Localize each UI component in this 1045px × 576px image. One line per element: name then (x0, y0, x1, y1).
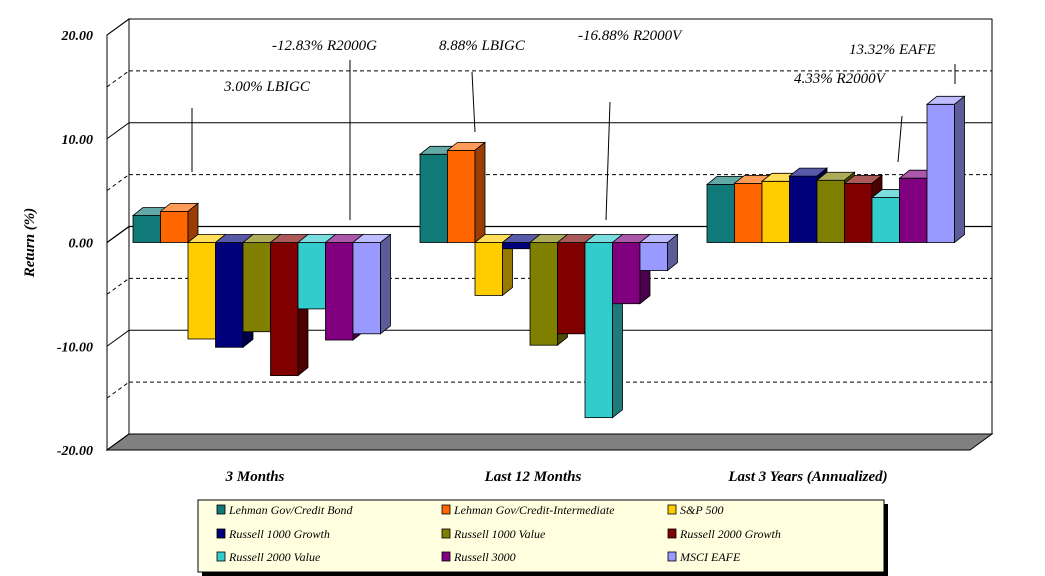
y-tick-label: -20.00 (57, 444, 93, 459)
annotation-label: -16.88% R2000V (578, 28, 683, 44)
gridline-side (106, 277, 130, 295)
legend-label: Russell 3000 (453, 550, 516, 564)
y-tick-label: 0.00 (69, 237, 94, 252)
annotation-leader-line (897, 115, 903, 163)
legend-swatch (667, 551, 677, 562)
annotation-label: 3.00% LBIGC (223, 79, 311, 95)
legend-label: Russell 2000 Growth (679, 527, 781, 541)
legend-swatch (216, 551, 226, 562)
bar (925, 95, 966, 244)
x-category-label: 3 Months (225, 469, 285, 485)
legend-swatch (441, 551, 451, 562)
legend-label: Russell 1000 Value (453, 527, 546, 541)
legend-label: Lehman Gov/Credit Bond (228, 503, 354, 517)
legend-swatch (441, 528, 451, 539)
x-category-label: Last 3 Years (Annualized) (727, 469, 887, 485)
gridline-side (106, 381, 130, 399)
legend: Lehman Gov/Credit Bond Lehman Gov/Credit-… (197, 499, 888, 576)
legend-label: MSCI EAFE (679, 550, 741, 564)
legend-item: Russell 1000 Growth (216, 527, 330, 541)
legend-label: Russell 1000 Growth (228, 527, 330, 541)
gridline-side (106, 122, 130, 140)
legend-item: Russell 1000 Value (441, 527, 546, 541)
legend-item: MSCI EAFE (667, 550, 741, 564)
bar (159, 202, 200, 244)
annotation-leaders (191, 60, 956, 221)
floor (105, 433, 994, 451)
gridline-side (106, 174, 130, 192)
annotation-label: 13.32% EAFE (849, 42, 936, 58)
y-tick-label: -10.00 (57, 340, 93, 355)
gridline-side (106, 329, 130, 347)
x-category-label: Last 12 Months (484, 469, 582, 485)
y-tick-label: 20.00 (61, 29, 94, 44)
legend-label: S&P 500 (680, 503, 723, 517)
y-tick-label: 10.00 (62, 133, 94, 148)
legend-item: Lehman Gov/Credit-Intermediate (441, 503, 615, 517)
legend-item: S&P 500 (667, 503, 723, 517)
bar (638, 233, 679, 272)
annotation-label: 8.88% LBIGC (439, 38, 526, 54)
annotations: -12.83% R2000G 3.00% LBIGC 8.88% LBIGC -16.… (223, 28, 936, 95)
legend-item: Lehman Gov/Credit Bond (216, 503, 354, 517)
legend-swatch (441, 504, 451, 515)
legend-box (197, 499, 885, 573)
legend-swatch (216, 528, 226, 539)
gridline-side (106, 18, 130, 36)
legend-label: Russell 2000 Value (228, 550, 321, 564)
annotation-leader-line (605, 101, 611, 221)
annotation-label: -12.83% R2000G (272, 38, 377, 54)
bar (446, 141, 487, 244)
annotation-leader-line (471, 71, 476, 133)
y-axis-ticks: 20.00 10.00 0.00 -10.00 -20.00 (57, 29, 93, 459)
bars (131, 95, 966, 419)
legend-swatch (667, 504, 677, 515)
legend-swatch (667, 528, 677, 539)
legend-swatch (216, 504, 226, 515)
legend-label: Lehman Gov/Credit-Intermediate (453, 503, 615, 517)
x-axis-categories: 3 Months Last 12 Months Last 3 Years (Annu… (225, 469, 888, 485)
zero-line (106, 225, 992, 243)
gridline-side (106, 70, 130, 88)
legend-item: Russell 2000 Value (216, 550, 321, 564)
legend-item: Russell 2000 Growth (667, 527, 781, 541)
annotation-label: 4.33% R2000V (794, 71, 887, 87)
legend-item: Russell 3000 (441, 550, 516, 564)
y-axis-label: Return (%) (22, 208, 38, 279)
bar (351, 233, 392, 335)
gridline-side (106, 433, 130, 451)
